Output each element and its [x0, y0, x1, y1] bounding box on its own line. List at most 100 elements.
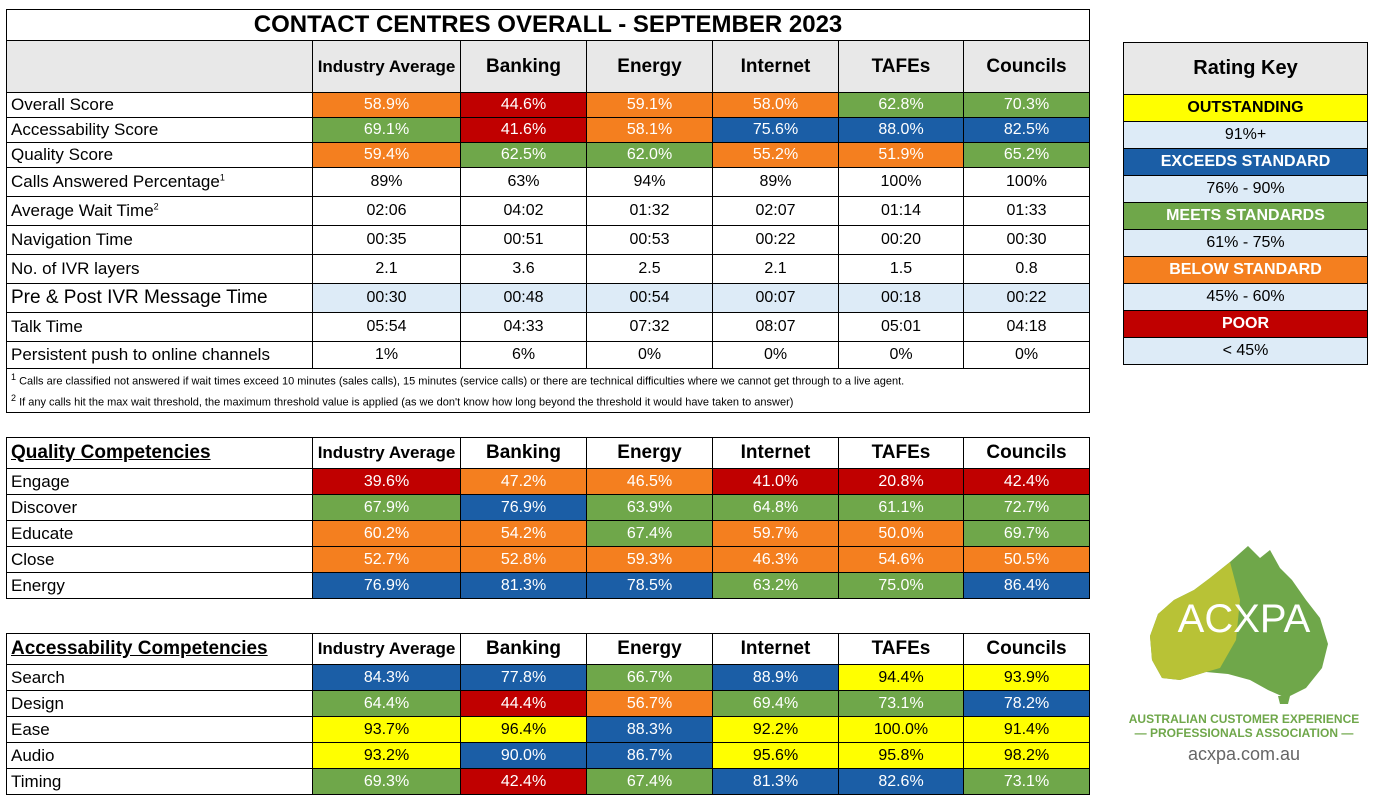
cell: 63.2% [712, 572, 839, 599]
cell: 58.1% [586, 117, 713, 143]
section-title: Accessability Competencies [6, 633, 313, 665]
rating-name: POOR [1123, 310, 1368, 338]
footnote-marker: 2 [153, 201, 159, 212]
cell: 81.3% [460, 572, 587, 599]
acxpa-logo: ACXPA AUSTRALIAN CUSTOMER EXPERIENCE — P… [1110, 540, 1378, 770]
cell: 00:20 [838, 225, 964, 255]
cell: 59.4% [312, 142, 461, 168]
table-row: Ease 93.7% 96.4% 88.3% 92.2% 100.0% 91.4… [6, 716, 1090, 743]
rating-name: OUTSTANDING [1123, 94, 1368, 122]
cell: 39.6% [312, 468, 461, 495]
header-blank [6, 40, 313, 93]
row-label: Close [6, 546, 313, 573]
table-row: Persistent push to online channels 1% 6%… [6, 341, 1090, 369]
cell: 04:18 [963, 312, 1090, 342]
footnote-marker: 1 [219, 172, 225, 183]
table-row: Calls Answered Percentage1 89% 63% 94% 8… [6, 167, 1090, 197]
table-row: Quality Score 59.4% 62.5% 62.0% 55.2% 51… [6, 142, 1090, 168]
cell: 44.4% [460, 690, 587, 717]
cell: 73.1% [963, 768, 1090, 795]
table-row: Talk Time 05:54 04:33 07:32 08:07 05:01 … [6, 312, 1090, 342]
col-header-councils: Councils [963, 633, 1090, 665]
cell: 70.3% [963, 92, 1090, 118]
cell: 54.2% [460, 520, 587, 547]
cell: 75.0% [838, 572, 964, 599]
cell: 61.1% [838, 494, 964, 521]
cell: 82.6% [838, 768, 964, 795]
cell: 62.5% [460, 142, 587, 168]
cell: 62.0% [586, 142, 713, 168]
table-row: Discover 67.9% 76.9% 63.9% 64.8% 61.1% 7… [6, 494, 1090, 521]
table-row: Engage 39.6% 47.2% 46.5% 41.0% 20.8% 42.… [6, 468, 1090, 495]
col-header-tafes: TAFEs [838, 437, 964, 469]
cell: 44.6% [460, 92, 587, 118]
table-row: Close 52.7% 52.8% 59.3% 46.3% 54.6% 50.5… [6, 546, 1090, 573]
row-label: Educate [6, 520, 313, 547]
table-row: Energy 76.9% 81.3% 78.5% 63.2% 75.0% 86.… [6, 572, 1090, 599]
cell: 69.4% [712, 690, 839, 717]
row-label: Design [6, 690, 313, 717]
footnote-2: 2 If any calls hit the max wait threshol… [6, 390, 1090, 413]
cell: 07:32 [586, 312, 713, 342]
row-label: Overall Score [6, 92, 313, 118]
col-header-councils: Councils [963, 437, 1090, 469]
row-label: Search [6, 664, 313, 691]
rating-range: 61% - 75% [1123, 229, 1368, 257]
cell: 76.9% [312, 572, 461, 599]
logo-url: acxpa.com.au [1187, 744, 1301, 764]
cell: 1.5 [838, 254, 964, 284]
cell: 52.8% [460, 546, 587, 573]
cell: 64.4% [312, 690, 461, 717]
cell: 93.2% [312, 742, 461, 769]
col-header-banking: Banking [460, 437, 587, 469]
cell: 82.5% [963, 117, 1090, 143]
cell: 0% [963, 341, 1090, 369]
cell: 3.6 [460, 254, 587, 284]
table-row: Search 84.3% 77.8% 66.7% 88.9% 94.4% 93.… [6, 664, 1090, 691]
cell: 08:07 [712, 312, 839, 342]
cell: 100.0% [838, 716, 964, 743]
row-label: Navigation Time [6, 225, 313, 255]
accessability-competencies-table: Accessability Competencies Industry Aver… [6, 633, 1090, 795]
col-header-industry-average: Industry Average [312, 633, 461, 665]
cell: 77.8% [460, 664, 587, 691]
cell: 88.3% [586, 716, 713, 743]
row-label: Pre & Post IVR Message Time [6, 283, 313, 313]
row-label: Timing [6, 768, 313, 795]
cell: 63.9% [586, 494, 713, 521]
cell: 02:06 [312, 196, 461, 226]
cell: 0.8 [963, 254, 1090, 284]
row-label: Energy [6, 572, 313, 599]
col-header-tafes: TAFEs [838, 40, 964, 93]
cell: 100% [963, 167, 1090, 197]
cell: 42.4% [963, 468, 1090, 495]
col-header-industry-average: Industry Average [312, 437, 461, 469]
rating-name: BELOW STANDARD [1123, 256, 1368, 284]
cell: 62.8% [838, 92, 964, 118]
rating-name: EXCEEDS STANDARD [1123, 148, 1368, 176]
cell: 95.8% [838, 742, 964, 769]
cell: 20.8% [838, 468, 964, 495]
cell: 90.0% [460, 742, 587, 769]
cell: 89% [712, 167, 839, 197]
cell: 05:01 [838, 312, 964, 342]
cell: 52.7% [312, 546, 461, 573]
cell: 73.1% [838, 690, 964, 717]
cell: 46.5% [586, 468, 713, 495]
page-title: CONTACT CENTRES OVERALL - SEPTEMBER 2023 [6, 9, 1090, 41]
table-row: Audio 93.2% 90.0% 86.7% 95.6% 95.8% 98.2… [6, 742, 1090, 769]
table-row: Accessability Score 69.1% 41.6% 58.1% 75… [6, 117, 1090, 143]
cell: 67.4% [586, 520, 713, 547]
logo-line-1: AUSTRALIAN CUSTOMER EXPERIENCE [1128, 712, 1360, 726]
cell: 00:53 [586, 225, 713, 255]
table-row: No. of IVR layers 2.1 3.6 2.5 2.1 1.5 0.… [6, 254, 1090, 284]
cell: 2.1 [712, 254, 839, 284]
rating-range: 45% - 60% [1123, 283, 1368, 311]
col-header-tafes: TAFEs [838, 633, 964, 665]
table-row: Navigation Time 00:35 00:51 00:53 00:22 … [6, 225, 1090, 255]
cell: 0% [586, 341, 713, 369]
cell: 6% [460, 341, 587, 369]
footnote-marker: 1 [11, 371, 17, 382]
overall-table: CONTACT CENTRES OVERALL - SEPTEMBER 2023… [6, 9, 1090, 413]
rating-name: MEETS STANDARDS [1123, 202, 1368, 230]
